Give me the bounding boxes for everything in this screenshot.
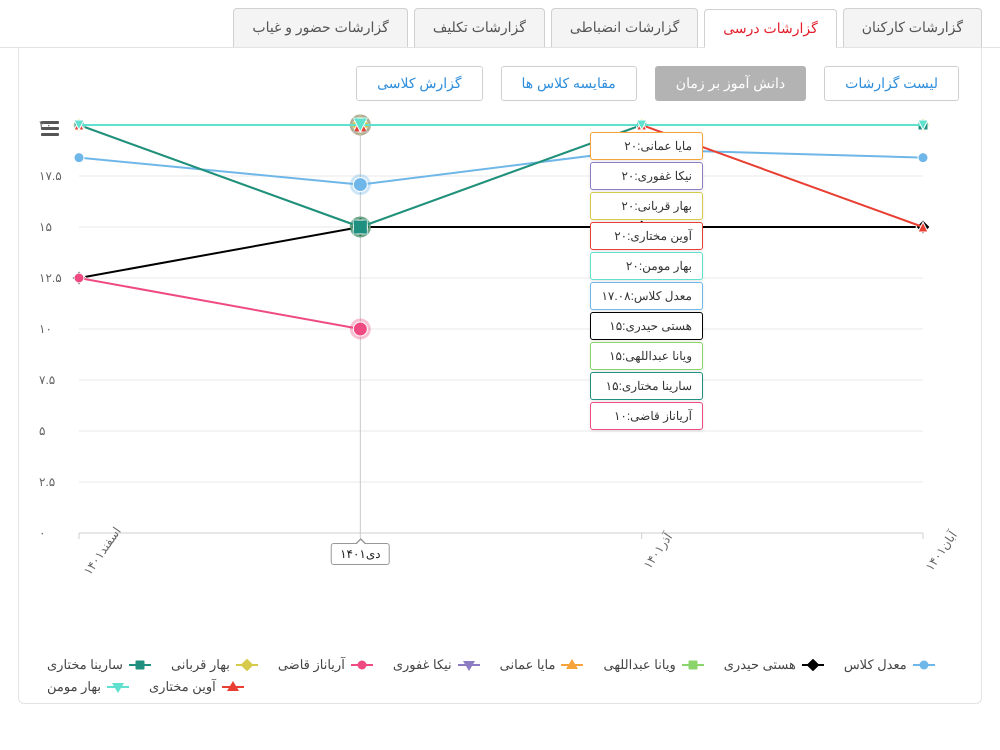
legend-label: نیکا غفوری — [393, 657, 452, 673]
main-tab-staff[interactable]: گزارشات کارکنان — [843, 8, 982, 47]
legend-item[interactable]: نیکا غفوری — [387, 655, 486, 675]
main-tab-bar: گزارشات کارکنانگزارشات درسیگزارشات انضبا… — [0, 0, 1000, 48]
legend-label: ویانا عبداللهی — [603, 657, 675, 673]
legend-label: آوین مختاری — [149, 679, 216, 695]
tooltip-item: مایا عمانی:۲۰ — [590, 132, 703, 160]
legend-label: بهار مومن — [47, 679, 101, 695]
legend-item[interactable]: ویانا عبداللهی — [597, 655, 709, 675]
legend-item[interactable]: بهار مومن — [41, 677, 135, 697]
tooltip-item: معدل کلاس:۱۷.۰۸ — [590, 282, 703, 310]
main-tab-academic[interactable]: گزارشات درسی — [704, 9, 837, 48]
chart-area: ۰۲.۵۵۷.۵۱۰۱۲.۵۱۵۱۷.۵۲۰آبان۱۴۰۱آذر۱۴۰۱دی۱… — [43, 113, 959, 593]
tooltip-item: بهار مومن:۲۰ — [590, 252, 703, 280]
legend-item[interactable]: مایا عمانی — [494, 655, 590, 675]
tooltip-item: آوین مختاری:۲۰ — [590, 222, 703, 250]
tooltip-stack: مایا عمانی:۲۰نیکا غفوری:۲۰بهار قربانی:۲۰… — [590, 131, 703, 431]
legend-label: سارینا مختاری — [47, 657, 123, 673]
legend-item[interactable]: آوین مختاری — [143, 677, 250, 697]
legend-item[interactable]: سارینا مختاری — [41, 655, 157, 675]
legend-label: آریاناز قاضی — [278, 657, 345, 673]
main-tab-discipline[interactable]: گزارشات انضباطی — [551, 8, 698, 47]
legend-label: مایا عمانی — [500, 657, 556, 673]
tooltip-item: ویانا عبداللهی:۱۵ — [590, 342, 703, 370]
y-tick-label: ۲.۵ — [39, 475, 73, 489]
chart-legend: معدل کلاس هستی حیدری ویانا عبداللهی مایا عم… — [41, 655, 959, 697]
y-tick-label: ۷.۵ — [39, 373, 73, 387]
y-tick-label: ۰ — [39, 526, 73, 540]
sub-btn-report-list[interactable]: لیست گزارشات — [824, 66, 959, 101]
tooltip-item: سارینا مختاری:۱۵ — [590, 372, 703, 400]
legend-label: معدل کلاس — [844, 657, 907, 673]
y-tick-label: ۱۵ — [39, 220, 73, 234]
y-tick-label: ۱۲.۵ — [39, 271, 73, 285]
chart-card: لیست گزارشات دانش آموز بر زمان مقایسه کلاس… — [18, 48, 982, 704]
legend-item[interactable]: هستی حیدری — [718, 655, 830, 675]
legend-label: هستی حیدری — [724, 657, 796, 673]
legend-item[interactable]: آریاناز قاضی — [272, 655, 379, 675]
y-tick-label: ۵ — [39, 424, 73, 438]
sub-btn-class-report[interactable]: گزارش کلاسی — [356, 66, 482, 101]
sub-btn-student-over-time[interactable]: دانش آموز بر زمان — [655, 66, 806, 101]
y-tick-label: ۲۰ — [39, 118, 73, 132]
line-chart-svg — [43, 113, 959, 593]
legend-item[interactable]: بهار قربانی — [165, 655, 264, 675]
main-tab-homework[interactable]: گزارشات تکلیف — [414, 8, 545, 47]
sub-btn-class-compare[interactable]: مقایسه کلاس ها — [501, 66, 637, 101]
sub-button-bar: لیست گزارشات دانش آموز بر زمان مقایسه کلاس… — [41, 66, 959, 101]
tooltip-item: نیکا غفوری:۲۰ — [590, 162, 703, 190]
legend-item[interactable]: معدل کلاس — [838, 655, 941, 675]
main-tab-attendance[interactable]: گزارشات حضور و غیاب — [233, 8, 407, 47]
x-axis-callout: دی۱۴۰۱ — [331, 543, 390, 565]
y-tick-label: ۱۰ — [39, 322, 73, 336]
y-tick-label: ۱۷.۵ — [39, 169, 73, 183]
tooltip-item: هستی حیدری:۱۵ — [590, 312, 703, 340]
tooltip-item: بهار قربانی:۲۰ — [590, 192, 703, 220]
legend-label: بهار قربانی — [171, 657, 230, 673]
tooltip-item: آریاناز قاضی:۱۰ — [590, 402, 703, 430]
